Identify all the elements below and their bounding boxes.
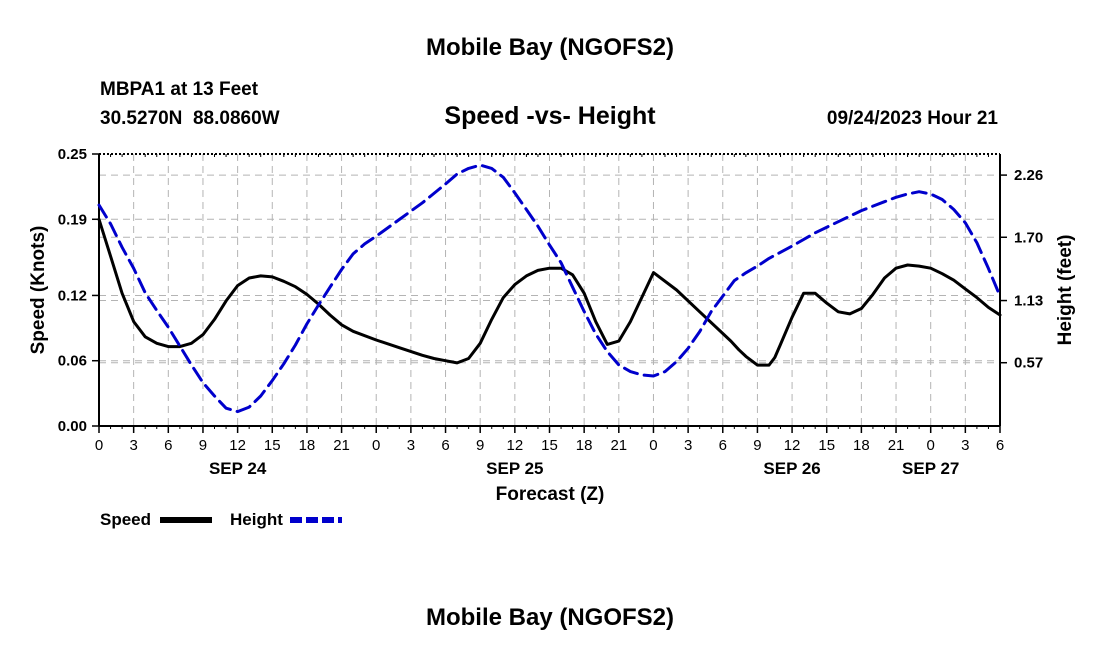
- date-label: SEP 25: [486, 459, 543, 478]
- footer-title: Mobile Bay (NGOFS2): [426, 604, 674, 631]
- x-tick-label: 21: [333, 437, 350, 454]
- x-tick-label: 3: [407, 437, 415, 454]
- y-left-tick-label: 0.25: [58, 146, 87, 163]
- x-tick-label: 3: [684, 437, 692, 454]
- x-axis-label: Forecast (Z): [496, 484, 605, 505]
- x-tick-label: 12: [229, 437, 246, 454]
- datetime-label: 09/24/2023 Hour 21: [827, 108, 999, 129]
- x-tick-label: 12: [507, 437, 524, 454]
- x-tick-label: 0: [95, 437, 103, 454]
- x-tick-label: 21: [888, 437, 905, 454]
- x-tick-label: 15: [264, 437, 281, 454]
- x-tick-label: 0: [927, 437, 935, 454]
- legend-label-speed: Speed: [100, 510, 151, 529]
- x-tick-label: 18: [853, 437, 870, 454]
- x-tick-label: 6: [719, 437, 727, 454]
- y-right-tick-label: 0.57: [1014, 355, 1043, 372]
- date-label: SEP 27: [902, 459, 959, 478]
- y-axis-left-label: Speed (Knots): [28, 226, 49, 355]
- coordinates-label: 30.5270N 88.0860W: [100, 108, 280, 129]
- x-tick-label: 15: [541, 437, 558, 454]
- y-axis-right-label: Height (feet): [1055, 235, 1076, 346]
- x-tick-label: 6: [441, 437, 449, 454]
- y-left-tick-label: 0.19: [58, 211, 87, 228]
- x-tick-label: 6: [996, 437, 1004, 454]
- y-left-tick-label: 0.00: [58, 418, 87, 435]
- series-line-height: [97, 163, 1002, 414]
- x-tick-label: 0: [372, 437, 380, 454]
- date-label: SEP 24: [209, 459, 267, 478]
- tick-labels: 0 3 6 9 12 15 18 21 0 3 6 9 12 15 18 21 0 3 6 9 12 15 18 21 0 3 6 0…: [58, 146, 1043, 478]
- x-tick-label: 15: [818, 437, 835, 454]
- y-right-tick-label: 2.26: [1014, 167, 1043, 184]
- y-left-tick-label: 0.06: [58, 353, 87, 370]
- y-left-tick-label: 0.12: [58, 287, 87, 304]
- x-tick-label: 9: [199, 437, 207, 454]
- series-line-speed: [97, 217, 1002, 367]
- chart-title: Mobile Bay (NGOFS2): [426, 34, 674, 61]
- chart-subtitle: Speed -vs- Height: [444, 102, 656, 130]
- x-tick-label: 18: [576, 437, 593, 454]
- x-tick-label: 0: [649, 437, 657, 454]
- x-tick-label: 9: [476, 437, 484, 454]
- x-tick-label: 3: [961, 437, 969, 454]
- axes: [92, 153, 1007, 433]
- grid-lines: [98, 154, 1001, 426]
- x-tick-label: 12: [784, 437, 801, 454]
- series-lines: [97, 163, 1002, 414]
- y-right-tick-label: 1.70: [1014, 229, 1043, 246]
- x-tick-label: 6: [164, 437, 172, 454]
- x-tick-label: 3: [129, 437, 137, 454]
- date-label: SEP 26: [763, 459, 820, 478]
- station-label: MBPA1 at 13 Feet: [100, 79, 259, 100]
- x-tick-label: 21: [610, 437, 627, 454]
- y-right-tick-label: 1.13: [1014, 293, 1043, 310]
- legend: Speed Height: [100, 510, 342, 529]
- x-tick-label: 18: [299, 437, 316, 454]
- legend-label-height: Height: [230, 510, 283, 529]
- x-tick-label: 9: [753, 437, 761, 454]
